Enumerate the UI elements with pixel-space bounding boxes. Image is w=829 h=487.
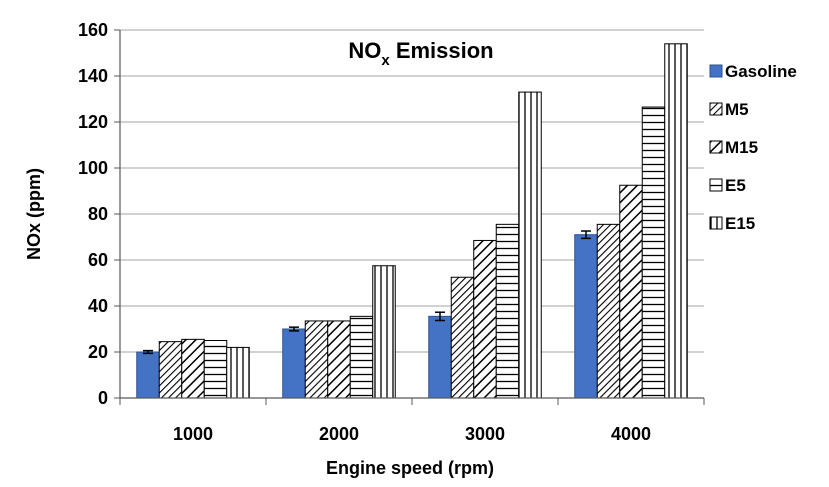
bar-m15-1000 — [181, 338, 205, 399]
bar-e15-3000 — [518, 91, 542, 399]
legend-label-m5: M5 — [725, 100, 749, 119]
bar-m5-4000 — [596, 223, 621, 399]
legend-label-e15: E15 — [725, 214, 755, 233]
legend-label-e5: E5 — [725, 176, 746, 195]
y-axis-title: NOx (ppm) — [24, 168, 44, 260]
legend-swatch-e15 — [709, 216, 723, 230]
legend-swatch-m15 — [709, 140, 723, 154]
bar-gasoline-3000 — [428, 315, 452, 399]
axes — [119, 30, 705, 405]
bar-m15-2000 — [327, 320, 351, 399]
y-tick-label: 160 — [78, 20, 108, 40]
y-tick-label: 60 — [88, 250, 108, 270]
bar-e5-3000 — [495, 223, 520, 399]
bar-m15-3000 — [473, 239, 497, 399]
bar-gasoline-4000 — [574, 234, 598, 399]
y-tick-label: 80 — [88, 204, 108, 224]
x-tick-label: 2000 — [319, 424, 359, 444]
x-axis-title: Engine speed (rpm) — [326, 458, 494, 478]
y-tick-label: 100 — [78, 158, 108, 178]
bar-e5-4000 — [641, 106, 666, 399]
legend-swatch-e5 — [709, 178, 723, 192]
legend-swatch-gasoline — [709, 64, 723, 78]
y-tick-label: 40 — [88, 296, 108, 316]
bar-m5-1000 — [158, 341, 183, 399]
y-tick-label: 120 — [78, 112, 108, 132]
bar-e5-2000 — [349, 315, 374, 399]
legend-label-m15: M15 — [725, 138, 758, 157]
bar-e15-1000 — [226, 346, 250, 399]
y-tick-labels: 0 20 40 60 80 100 120 140 160 — [78, 20, 108, 408]
bar-gasoline-2000 — [282, 328, 306, 399]
bar-m5-2000 — [304, 320, 329, 399]
bar-e5-1000 — [203, 340, 228, 399]
y-tick-label: 20 — [88, 342, 108, 362]
chart-title: NOx Emission — [348, 38, 493, 69]
y-tick-label: 140 — [78, 66, 108, 86]
bar-m5-3000 — [450, 276, 475, 399]
y-tick-label: 0 — [98, 388, 108, 408]
bar-series — [136, 43, 688, 399]
bar-m15-4000 — [619, 184, 643, 399]
x-tick-label: 3000 — [465, 424, 505, 444]
legend-swatch-m5 — [709, 102, 723, 116]
bar-gasoline-1000 — [136, 351, 160, 399]
x-tick-label: 1000 — [173, 424, 213, 444]
bar-e15-2000 — [372, 265, 396, 399]
legend-label-gasoline: Gasoline — [725, 62, 797, 81]
x-tick-label: 4000 — [611, 424, 651, 444]
x-tick-labels: 1000 2000 3000 4000 — [173, 424, 651, 444]
bar-e15-4000 — [664, 43, 688, 399]
legend: Gasoline M5 M15 E5 E15 — [709, 62, 797, 233]
